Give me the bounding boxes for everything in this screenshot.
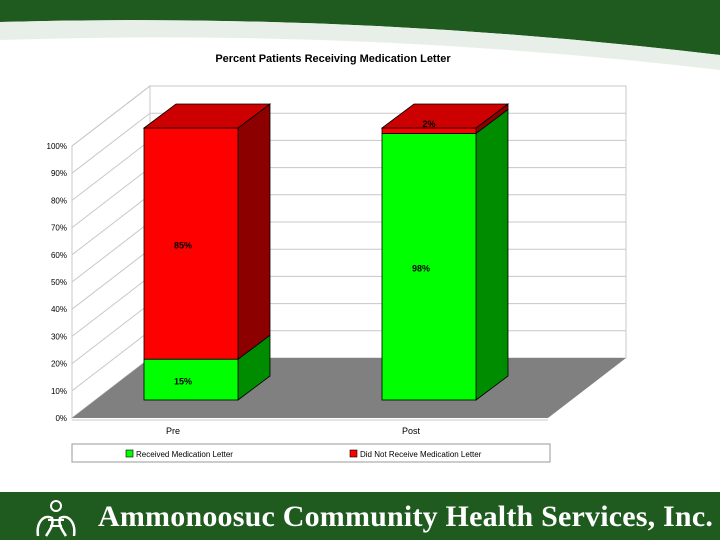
bar-side xyxy=(475,108,509,401)
y-tick-label: 30% xyxy=(51,332,67,341)
y-tick-label: 60% xyxy=(51,251,67,260)
legend-label: Did Not Receive Medication Letter xyxy=(360,450,482,459)
y-tick-label: 70% xyxy=(51,224,67,233)
y-tick-label: 10% xyxy=(51,387,67,396)
organization-name: Ammonoosuc Community Health Services, In… xyxy=(98,500,714,533)
chart-title: Percent Patients Receiving Medication Le… xyxy=(215,53,451,65)
y-tick-label: 100% xyxy=(47,142,67,151)
gridline xyxy=(71,85,626,147)
data-label: 15% xyxy=(174,377,192,387)
bar-top xyxy=(380,103,510,129)
x-tick-label: Pre xyxy=(166,426,180,436)
bars: 15% 85% 98% 2% xyxy=(142,103,510,401)
y-tick-label: 90% xyxy=(51,169,67,178)
logo-hands-icon xyxy=(36,500,76,537)
bar xyxy=(381,133,477,401)
bar-top xyxy=(142,103,272,129)
legend-label: Received Medication Letter xyxy=(136,450,233,459)
bar xyxy=(143,127,239,360)
legend: Received Medication Letter Did Not Receiv… xyxy=(71,443,551,463)
data-label: 85% xyxy=(174,241,192,251)
data-label: 98% xyxy=(412,264,430,274)
legend-swatch xyxy=(349,449,358,458)
y-tick-label: 50% xyxy=(51,278,67,287)
legend-swatch xyxy=(125,449,134,458)
data-label: 2% xyxy=(422,119,435,129)
x-tick-label: Post xyxy=(402,426,421,436)
bar-side xyxy=(237,103,271,361)
y-tick-label: 40% xyxy=(51,305,67,314)
y-tick-labels: 0% 10% 20% 30% 40% 50% 60% 70% 80% 90% 100% xyxy=(47,142,67,423)
y-tick-label: 0% xyxy=(55,414,67,423)
legend-box xyxy=(71,443,551,463)
x-tick-labels: Pre Post xyxy=(166,426,421,436)
y-tick-label: 20% xyxy=(51,360,67,369)
y-tick-label: 80% xyxy=(51,196,67,205)
